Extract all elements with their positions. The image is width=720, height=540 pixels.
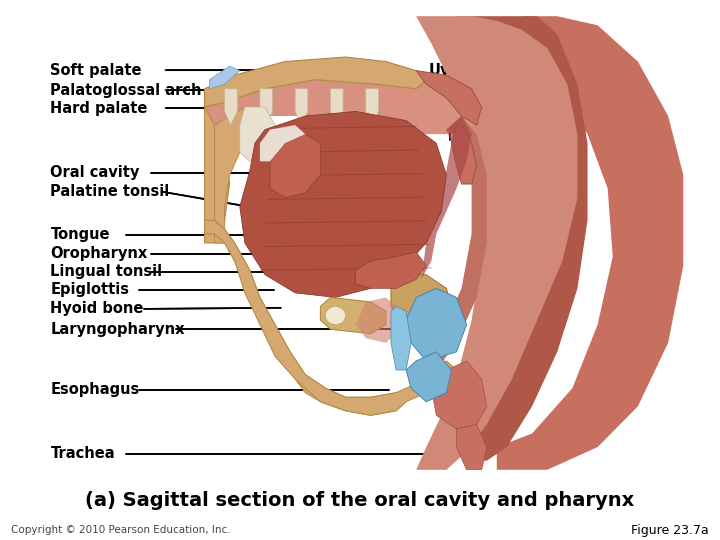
Text: (a) Sagittal section of the oral cavity and pharynx: (a) Sagittal section of the oral cavity …: [86, 491, 634, 510]
Text: Hyoid bone: Hyoid bone: [50, 301, 144, 316]
Text: Soft palate: Soft palate: [50, 63, 142, 78]
Text: Oropharynx: Oropharynx: [50, 246, 148, 261]
Polygon shape: [426, 116, 487, 370]
Polygon shape: [320, 298, 386, 334]
Polygon shape: [270, 134, 320, 198]
Polygon shape: [204, 107, 230, 243]
Text: Trachea: Trachea: [50, 446, 115, 461]
Polygon shape: [391, 307, 411, 370]
Polygon shape: [366, 89, 379, 125]
Polygon shape: [356, 252, 426, 288]
Polygon shape: [210, 66, 240, 89]
Polygon shape: [225, 89, 238, 125]
Text: Figure 23.7a: Figure 23.7a: [631, 524, 709, 537]
Polygon shape: [260, 89, 272, 125]
Text: Lingual tonsil: Lingual tonsil: [50, 264, 163, 279]
Polygon shape: [406, 288, 467, 361]
Polygon shape: [240, 111, 446, 298]
Text: Palatine tonsil: Palatine tonsil: [50, 184, 170, 199]
Polygon shape: [204, 75, 482, 134]
Polygon shape: [451, 125, 477, 184]
Polygon shape: [215, 220, 406, 415]
Polygon shape: [497, 16, 683, 470]
Text: Uvula: Uvula: [428, 63, 475, 78]
Polygon shape: [391, 270, 451, 334]
Text: Tongue: Tongue: [50, 227, 110, 242]
Polygon shape: [330, 89, 343, 125]
Polygon shape: [416, 16, 577, 470]
Text: Esophagus: Esophagus: [50, 382, 140, 397]
Text: Palatoglossal arch: Palatoglossal arch: [50, 83, 202, 98]
Text: Copyright © 2010 Pearson Education, Inc.: Copyright © 2010 Pearson Education, Inc.: [11, 525, 230, 535]
Text: Oral cavity: Oral cavity: [50, 165, 140, 180]
Text: Epiglottis: Epiglottis: [50, 282, 130, 298]
Polygon shape: [240, 107, 275, 161]
Polygon shape: [295, 89, 308, 125]
Polygon shape: [204, 220, 456, 415]
Polygon shape: [215, 107, 265, 243]
Polygon shape: [456, 16, 588, 461]
Polygon shape: [421, 116, 472, 279]
Polygon shape: [260, 125, 305, 161]
Polygon shape: [431, 361, 487, 429]
Text: Hard palate: Hard palate: [50, 100, 148, 116]
Polygon shape: [416, 71, 482, 125]
Text: Laryngopharynx: Laryngopharynx: [50, 322, 185, 337]
Polygon shape: [356, 298, 396, 343]
Ellipse shape: [325, 307, 346, 325]
Polygon shape: [456, 424, 487, 470]
Polygon shape: [204, 57, 426, 107]
Polygon shape: [406, 352, 451, 402]
